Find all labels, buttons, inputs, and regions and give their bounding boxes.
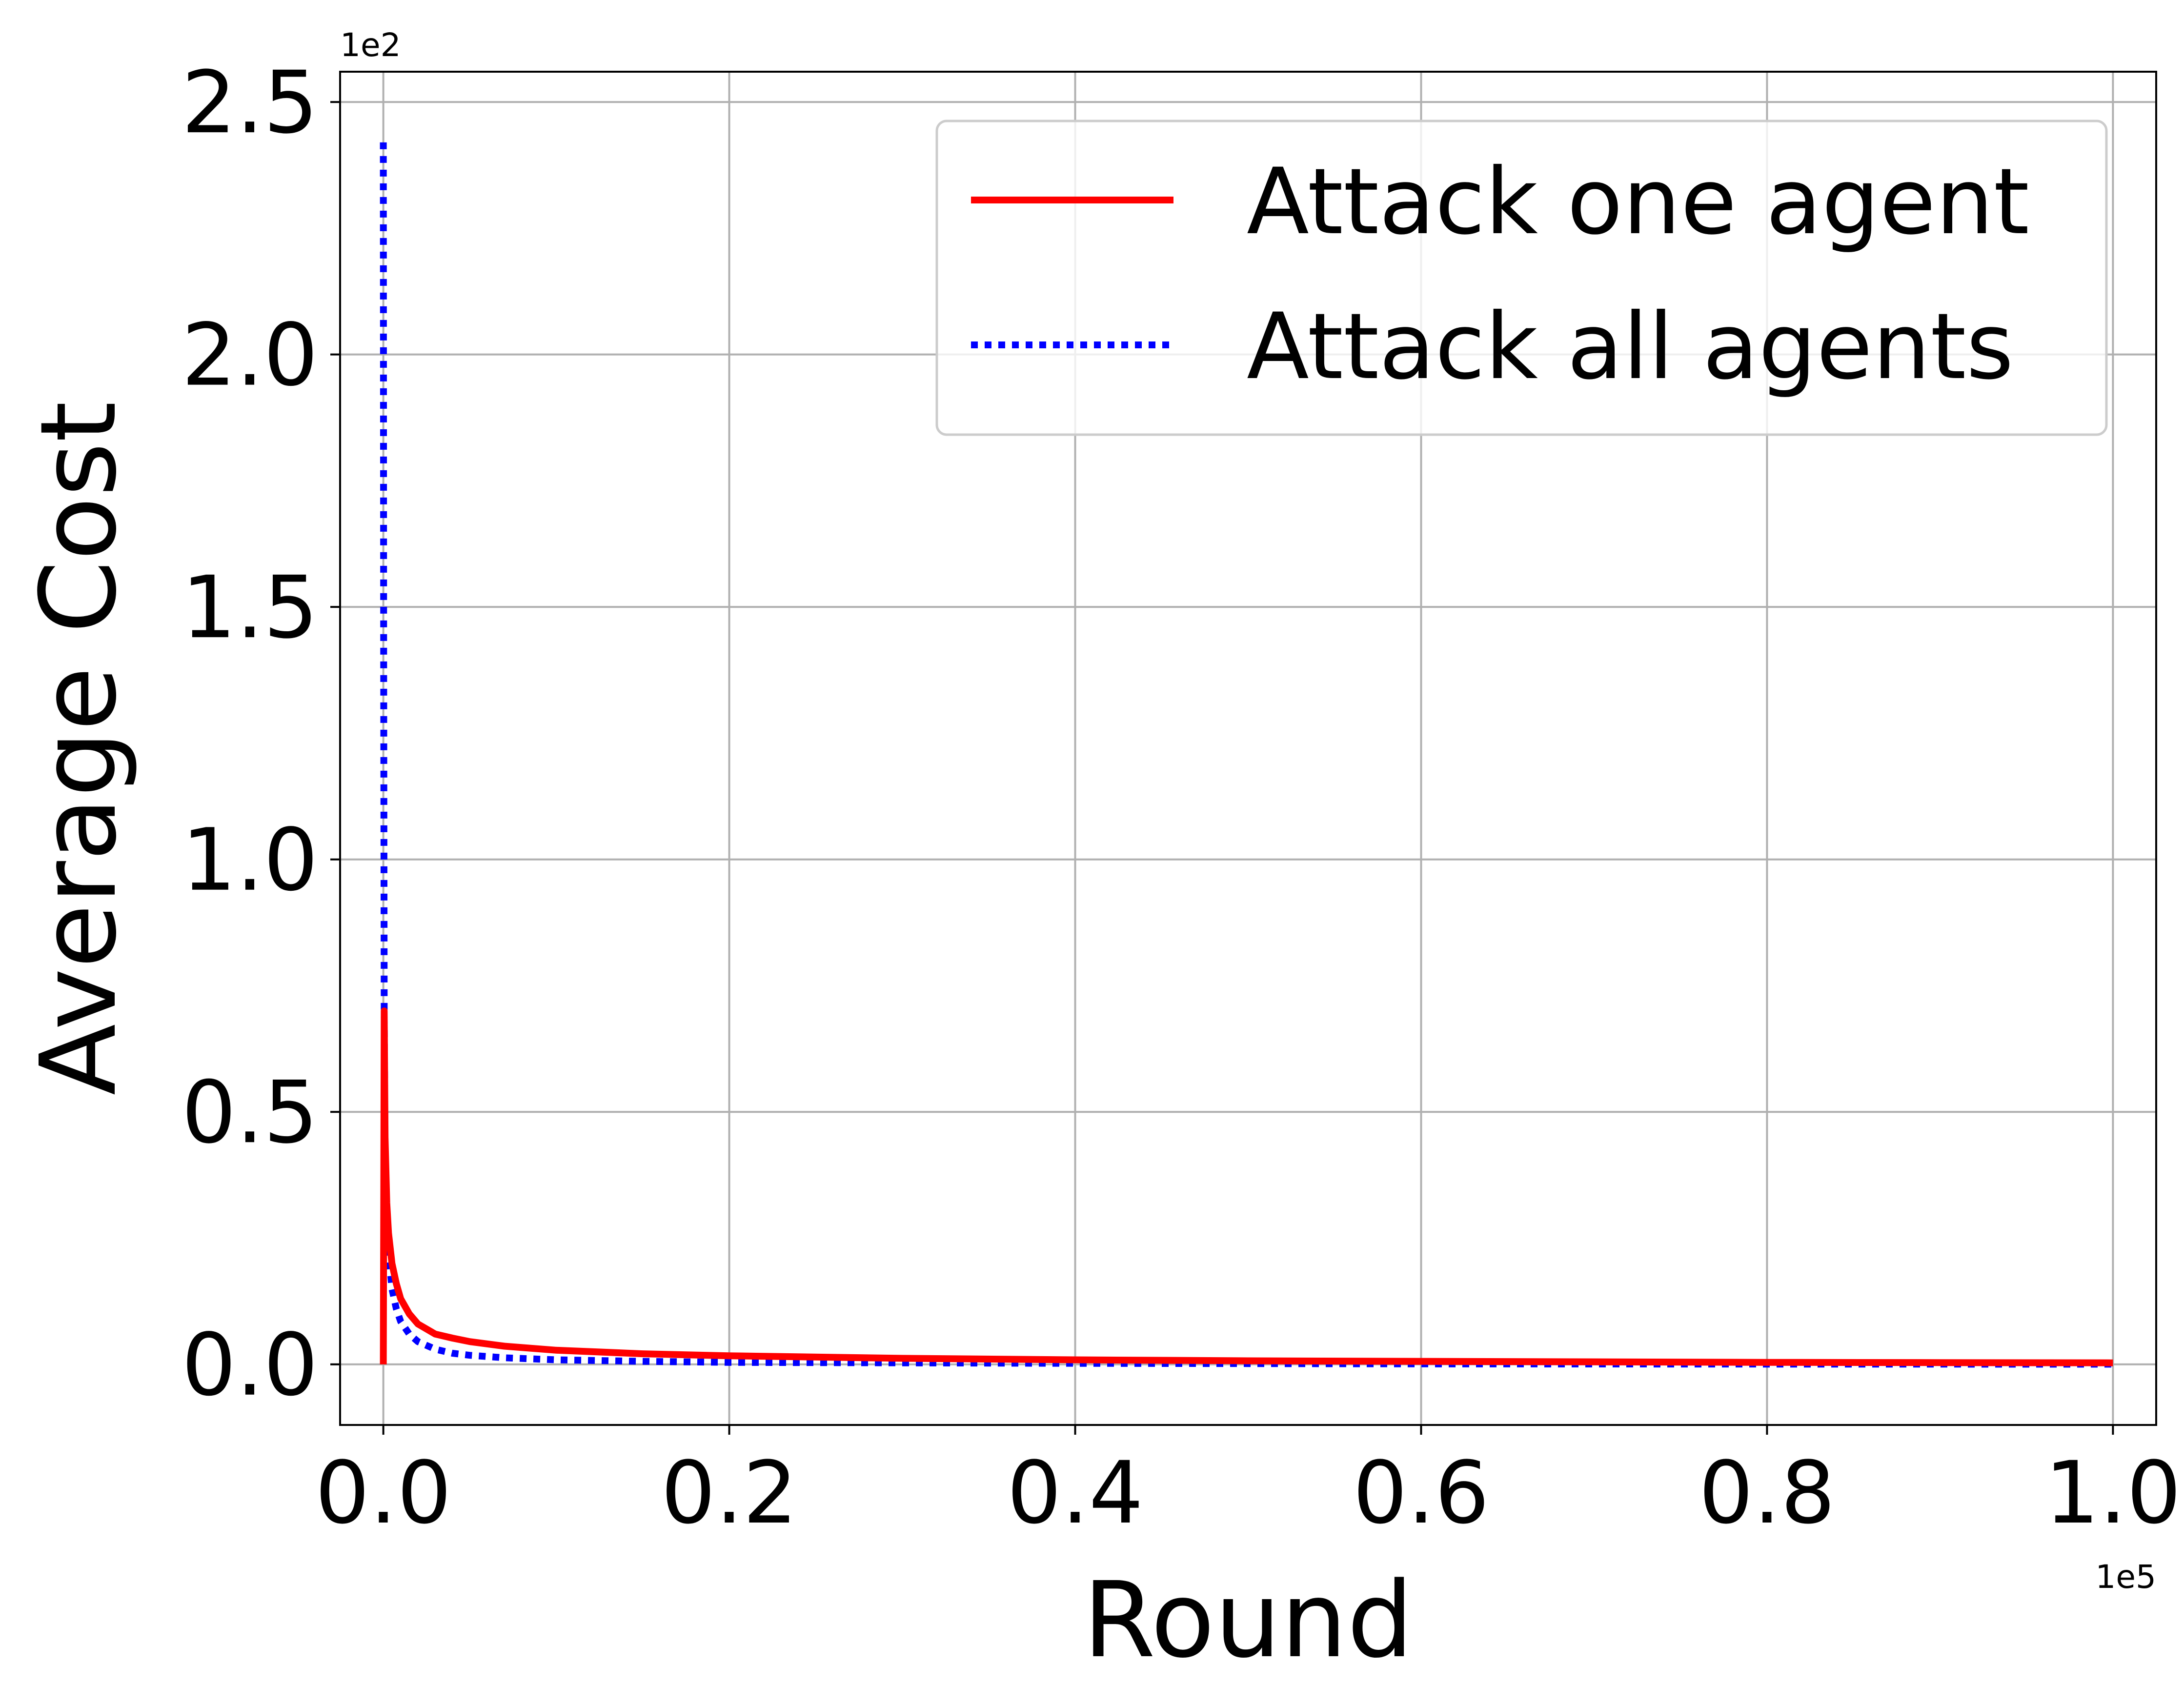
ticks: 0.0 0.2 0.4 0.6 0.8 1.0 0.0 0.5 1.0 1.5 2.0 2.5 — [182, 53, 2181, 1543]
y-offset-label: 1e2 — [340, 26, 401, 64]
x-tick-label: 0.0 — [315, 1443, 452, 1543]
x-tick-label: 0.4 — [1007, 1443, 1144, 1543]
y-tick-label: 1.5 — [182, 558, 318, 658]
y-tick-label: 2.0 — [182, 305, 318, 405]
series-line-attack-one-agent — [380, 1007, 2113, 1366]
legend: Attack one agent Attack all agents — [935, 120, 2108, 436]
x-tick-label: 1.0 — [2044, 1443, 2181, 1543]
y-tick-label: 0.5 — [182, 1062, 318, 1163]
x-tick-label: 0.8 — [1699, 1443, 1835, 1543]
plot-frame — [339, 71, 2157, 1426]
legend-box — [935, 120, 2108, 436]
x-tick-label: 0.6 — [1353, 1443, 1490, 1543]
y-tick-label: 2.5 — [182, 53, 318, 153]
x-axis-label: Round — [1083, 1560, 1413, 1681]
legend-label-attack-all-agents: Attack all agents — [1247, 294, 2014, 400]
x-tick-label: 0.2 — [661, 1443, 798, 1543]
series-group — [380, 142, 2113, 1368]
y-tick-label: 1.0 — [182, 810, 318, 910]
y-axis-label: Average Cost — [18, 401, 140, 1096]
y-tick-label: 0.0 — [182, 1315, 318, 1415]
legend-label-attack-one-agent: Attack one agent — [1247, 149, 2029, 255]
x-offset-label: 1e5 — [2095, 1558, 2156, 1596]
